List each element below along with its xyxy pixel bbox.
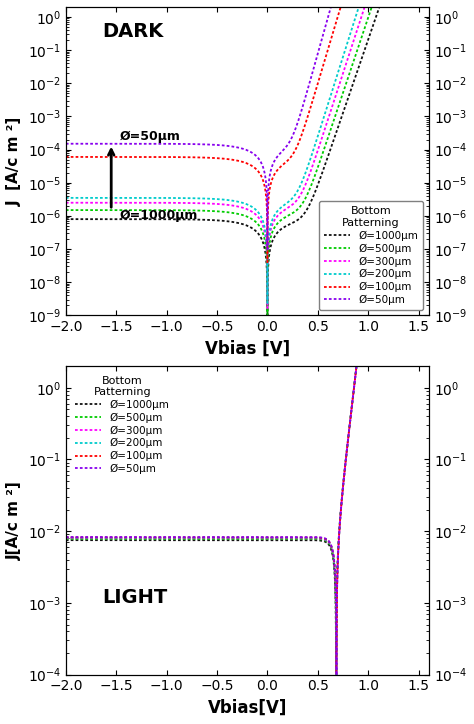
Legend: Ø=1000μm, Ø=500μm, Ø=300μm, Ø=200μm, Ø=100μm, Ø=50μm: Ø=1000μm, Ø=500μm, Ø=300μm, Ø=200μm, Ø=1… <box>71 371 173 479</box>
X-axis label: Vbias [V]: Vbias [V] <box>205 340 290 358</box>
Text: Ø=1000μm: Ø=1000μm <box>119 209 198 222</box>
Y-axis label: J[A/c m ²]: J[A/c m ²] <box>7 481 22 560</box>
Y-axis label: J  [A/c m ²]: J [A/c m ²] <box>7 117 22 206</box>
Legend: Ø=1000μm, Ø=500μm, Ø=300μm, Ø=200μm, Ø=100μm, Ø=50μm: Ø=1000μm, Ø=500μm, Ø=300μm, Ø=200μm, Ø=1… <box>319 201 423 310</box>
Text: LIGHT: LIGHT <box>102 588 167 607</box>
X-axis label: Vbias[V]: Vbias[V] <box>208 699 287 717</box>
Text: Ø=50μm: Ø=50μm <box>119 130 180 143</box>
Text: DARK: DARK <box>102 22 164 41</box>
